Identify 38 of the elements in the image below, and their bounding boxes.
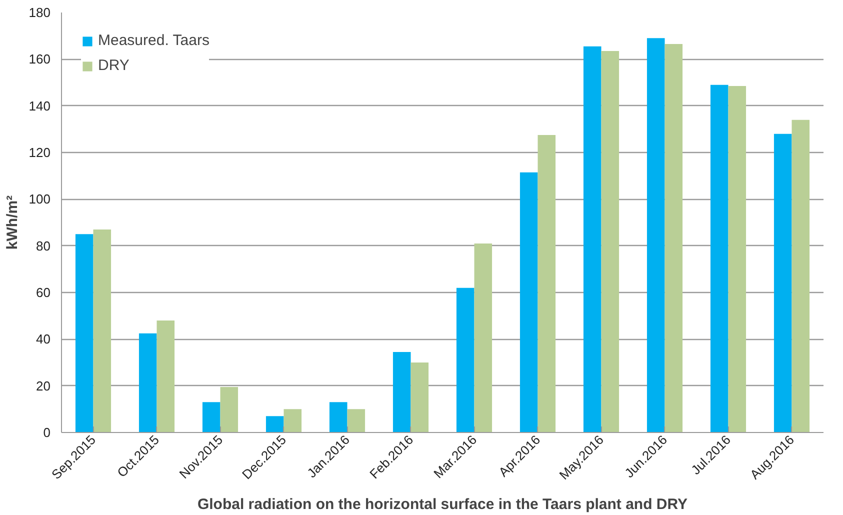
y-tick-label: 40 <box>36 332 51 347</box>
y-tick-label: 180 <box>28 5 51 20</box>
y-tick-label: 60 <box>36 285 51 300</box>
bar <box>284 409 302 432</box>
y-tick-label: 140 <box>28 98 51 114</box>
bar <box>646 38 665 432</box>
legend-label: DRY <box>98 57 130 74</box>
y-tick-label: 160 <box>28 52 51 67</box>
bar <box>710 84 728 432</box>
bar <box>75 234 94 432</box>
bar <box>156 320 175 432</box>
y-tick-label: 20 <box>36 378 51 394</box>
bar <box>792 120 810 432</box>
bar <box>220 387 238 432</box>
bar <box>538 135 556 432</box>
bar <box>583 46 602 432</box>
bar <box>93 230 112 432</box>
y-axis-title: kWh/m² <box>4 195 21 250</box>
y-tick-label: 0 <box>43 425 51 440</box>
bar <box>664 44 683 432</box>
y-tick-label: 80 <box>36 238 51 254</box>
bar <box>329 402 348 432</box>
bar <box>392 352 411 432</box>
bar <box>410 362 429 432</box>
y-tick-label: 100 <box>28 192 51 207</box>
bar <box>202 402 220 432</box>
bar <box>347 409 366 432</box>
bar <box>520 172 538 432</box>
legend-label: Measured. Taars <box>98 32 210 49</box>
bar <box>728 86 746 432</box>
bar <box>601 51 620 432</box>
x-axis-title: Global radiation on the horizontal surface in the Taars plant and DRY <box>197 496 688 513</box>
bar <box>266 416 284 432</box>
bar <box>774 134 792 432</box>
bar <box>474 244 492 432</box>
y-tick-label: 120 <box>28 145 51 160</box>
bar <box>456 288 474 432</box>
bar <box>138 333 157 432</box>
